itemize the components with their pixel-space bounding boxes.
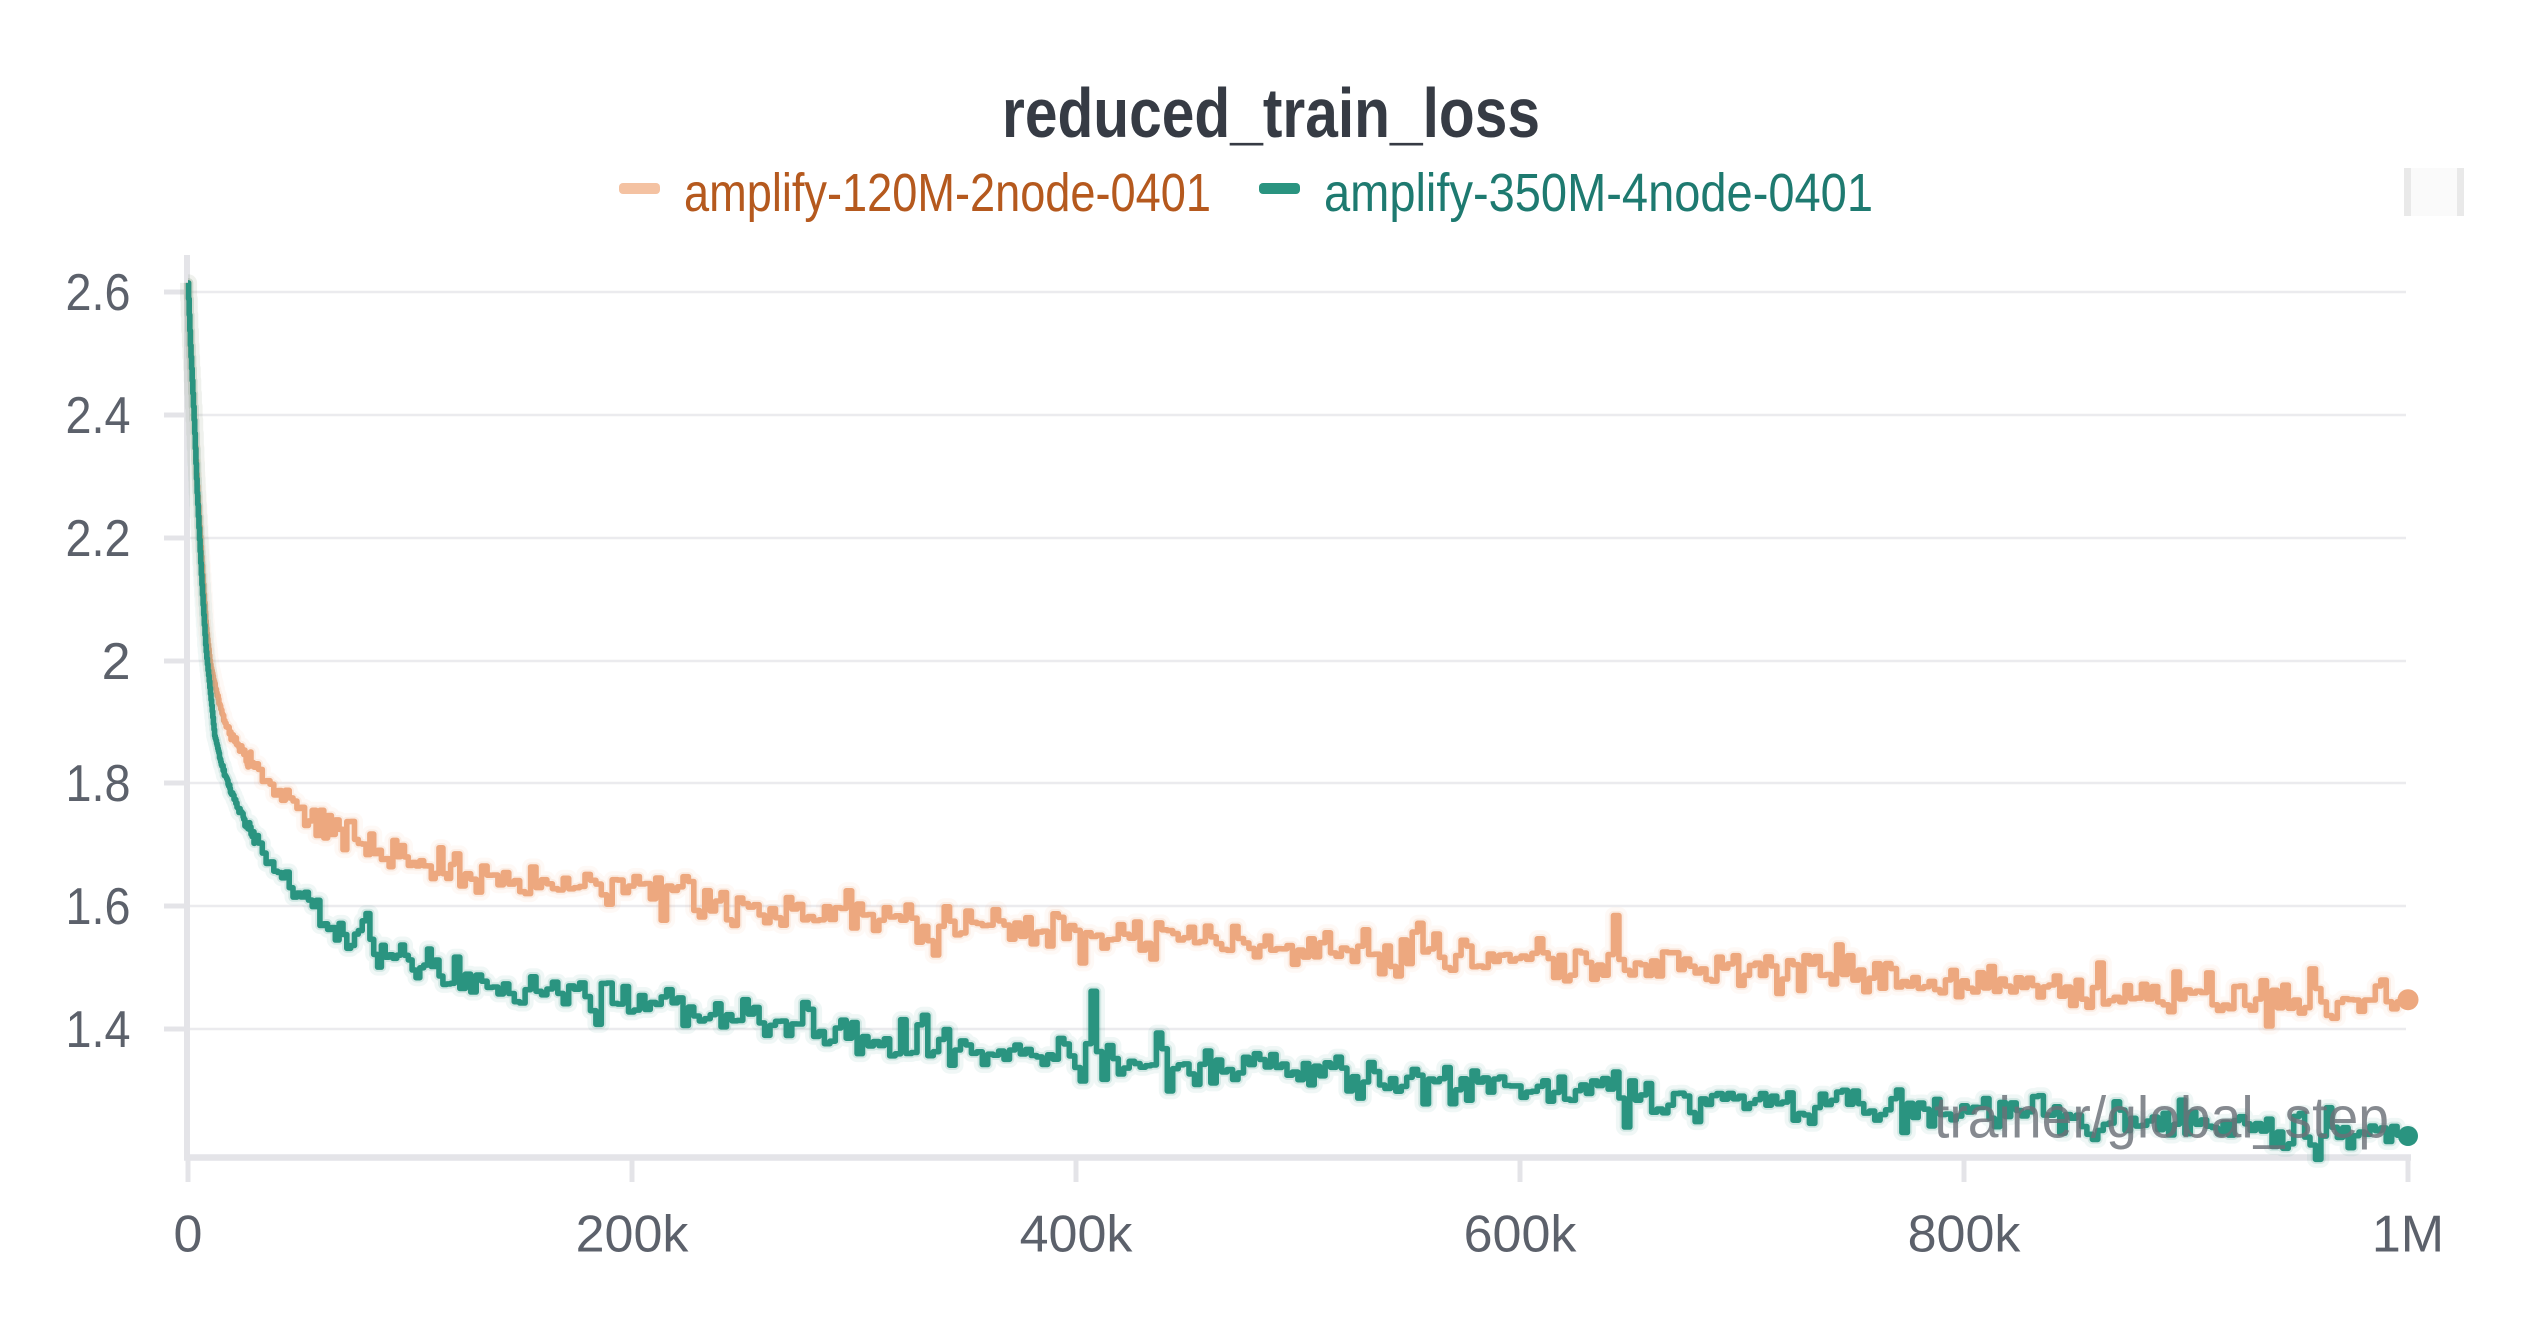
svg-text:600k: 600k <box>1464 1206 1578 1264</box>
svg-text:200k: 200k <box>576 1206 690 1264</box>
svg-text:1.6: 1.6 <box>66 878 131 936</box>
svg-text:amplify-350M-4node-0401: amplify-350M-4node-0401 <box>1324 163 1873 223</box>
svg-text:2.4: 2.4 <box>66 387 131 445</box>
svg-text:1M: 1M <box>2372 1206 2444 1264</box>
svg-text:amplify-120M-2node-0401: amplify-120M-2node-0401 <box>684 163 1211 223</box>
svg-text:0: 0 <box>174 1206 203 1264</box>
svg-text:2.6: 2.6 <box>66 264 131 322</box>
svg-text:2: 2 <box>102 633 131 691</box>
svg-text:400k: 400k <box>1020 1206 1134 1264</box>
svg-text:reduced_train_loss: reduced_train_loss <box>1002 74 1540 152</box>
svg-text:800k: 800k <box>1908 1206 2022 1264</box>
svg-text:2.2: 2.2 <box>66 510 131 568</box>
svg-text:1.8: 1.8 <box>66 755 131 813</box>
svg-text:trainer/global_step: trainer/global_step <box>1934 1086 2389 1151</box>
svg-text:1.4: 1.4 <box>66 1001 131 1059</box>
